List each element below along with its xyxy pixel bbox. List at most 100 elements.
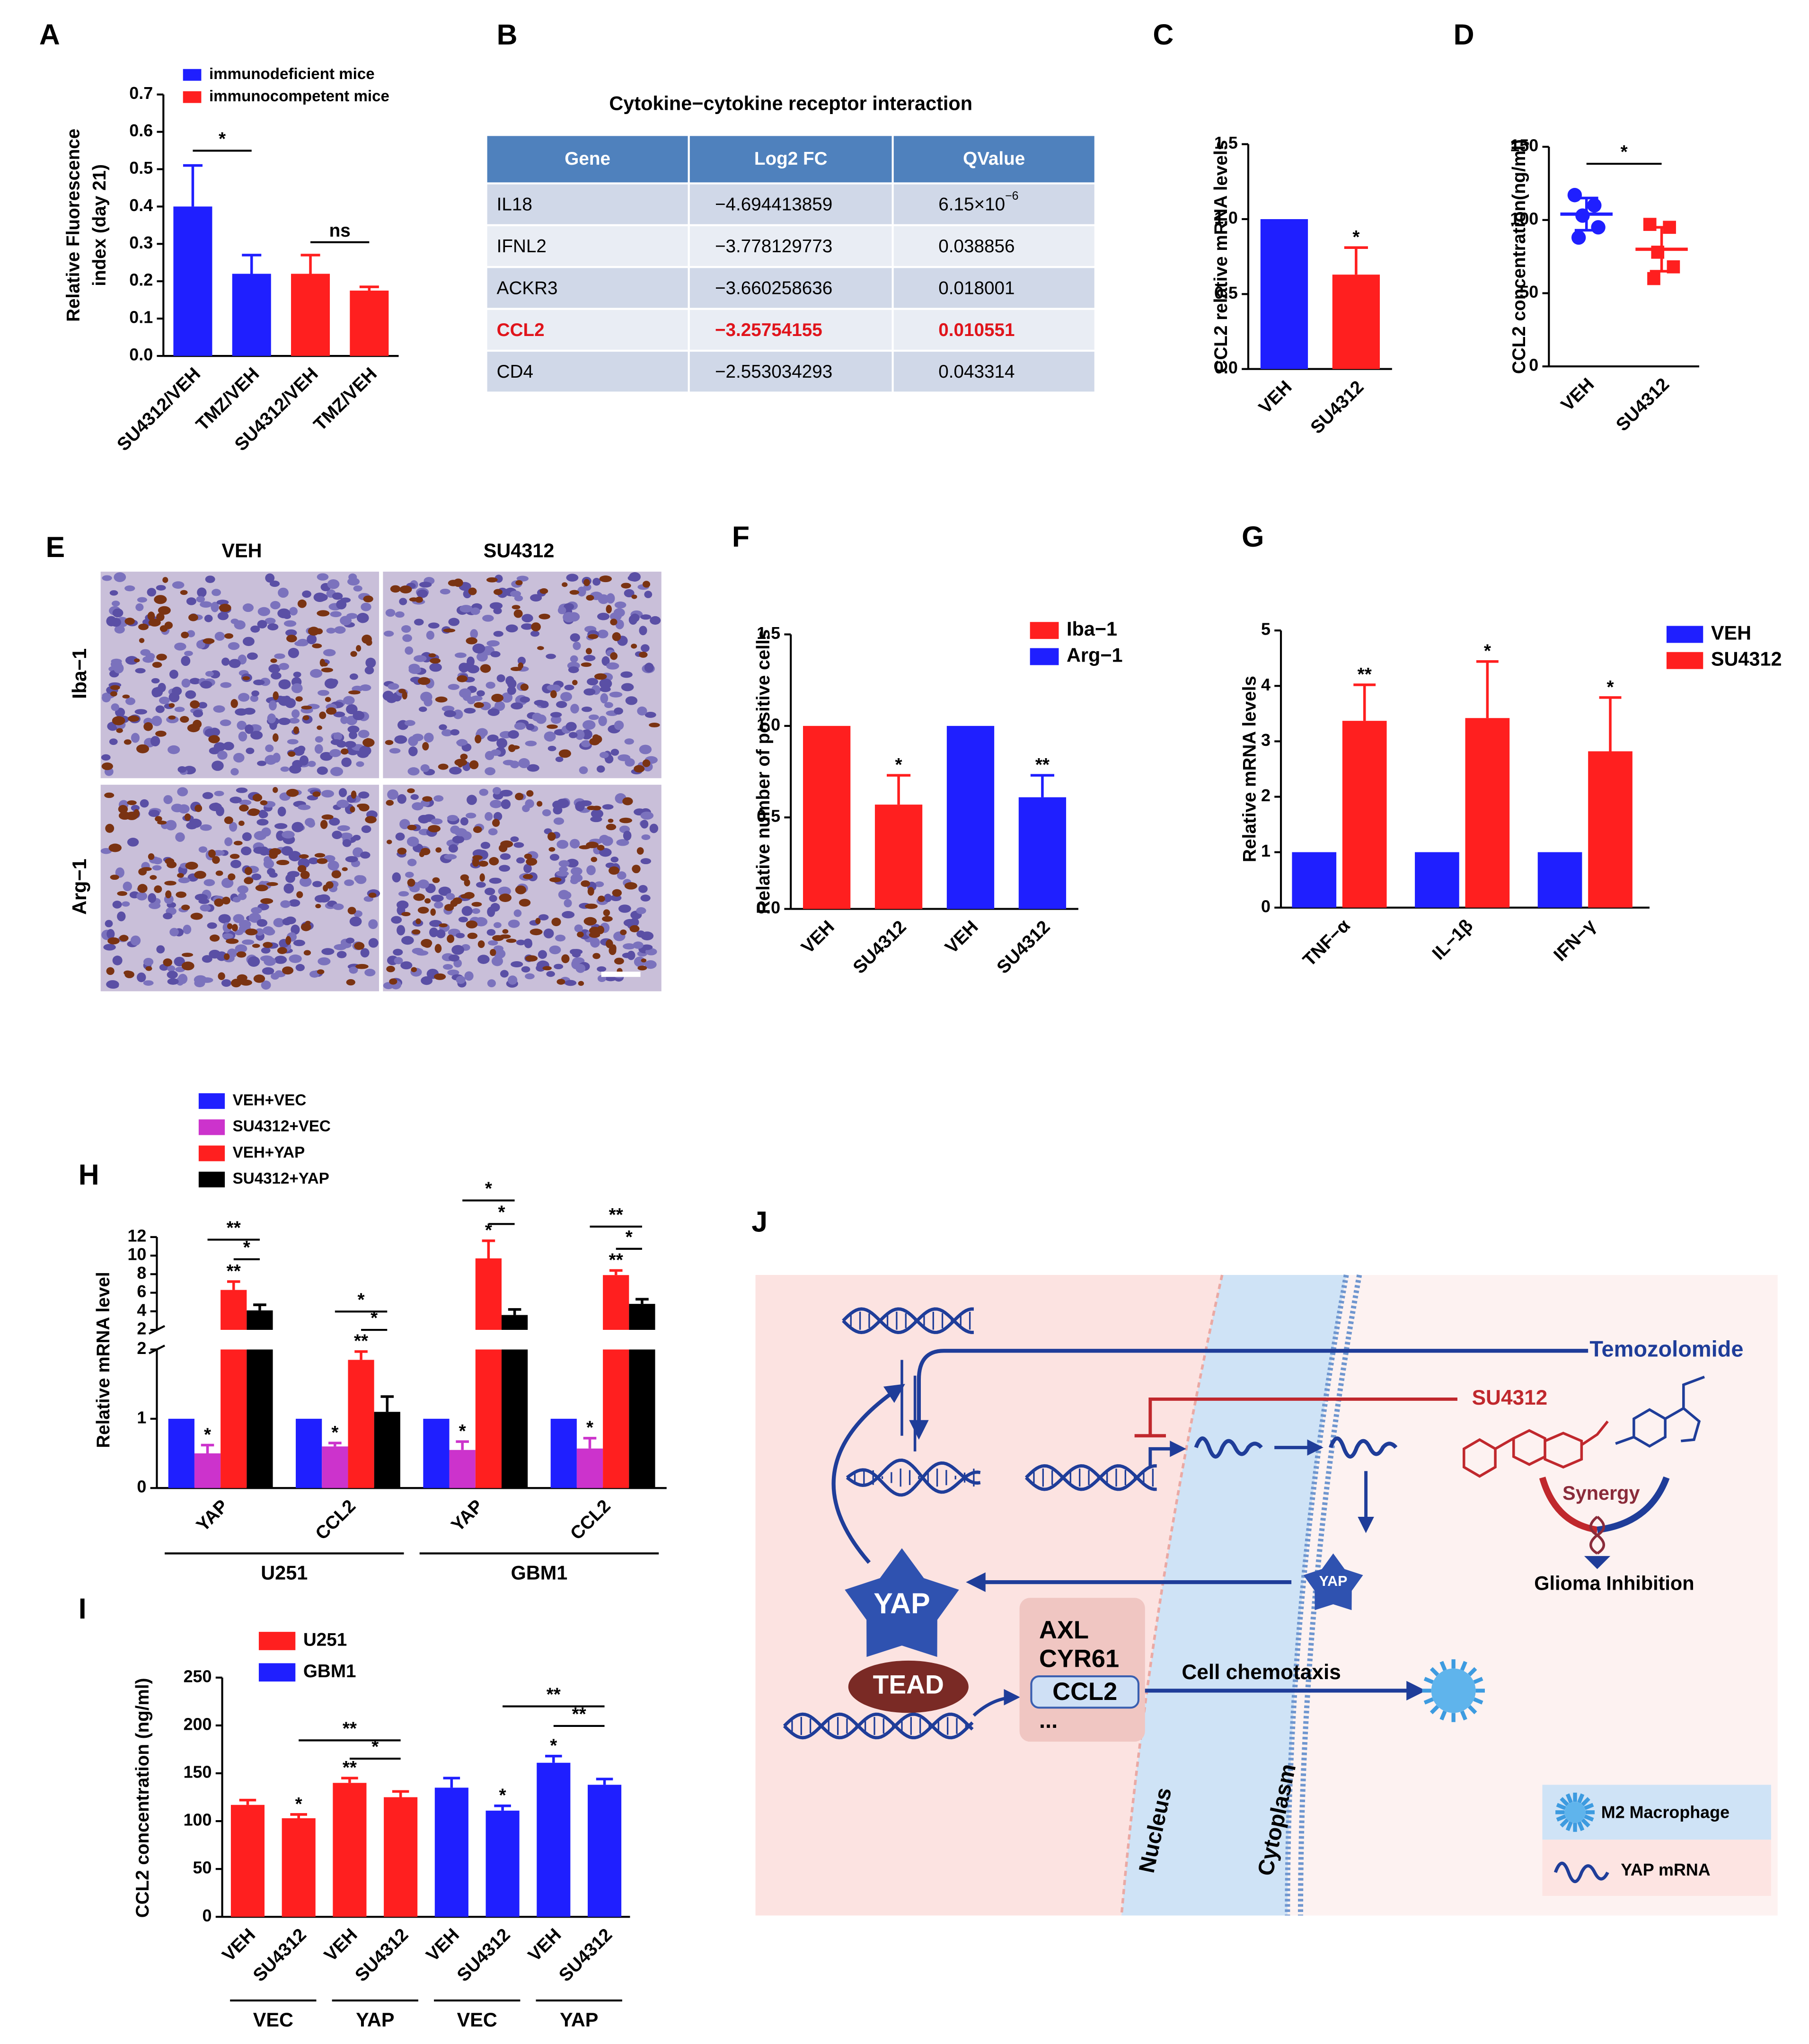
y-tick-label: 0 bbox=[1529, 356, 1538, 375]
dab-stain bbox=[300, 923, 311, 931]
nucleus-stain bbox=[550, 684, 561, 692]
chemotaxis-label: Cell chemotaxis bbox=[1182, 1661, 1341, 1684]
dna-strand bbox=[842, 1307, 974, 1334]
nucleus-stain bbox=[332, 831, 342, 840]
dab-stain bbox=[612, 889, 622, 897]
dab-stain bbox=[101, 762, 113, 770]
nucleus-stain bbox=[257, 761, 267, 766]
micrograph bbox=[383, 785, 662, 991]
bar bbox=[296, 1418, 322, 1488]
nucleus-stain bbox=[256, 919, 268, 927]
nucleus-stain bbox=[168, 745, 180, 754]
dna-strand bbox=[846, 1461, 981, 1497]
nucleus-stain bbox=[127, 838, 139, 847]
dab-stain bbox=[621, 583, 631, 589]
nucleus-stain bbox=[205, 575, 215, 583]
table-title: Cytokine−cytokine receptor interaction bbox=[609, 92, 972, 115]
nucleus-stain bbox=[420, 764, 430, 772]
dab-stain bbox=[435, 696, 448, 703]
nucleus-stain bbox=[341, 757, 352, 767]
nucleus-stain bbox=[639, 626, 647, 636]
significance: * bbox=[1352, 227, 1359, 248]
nucleus-stain bbox=[546, 654, 556, 659]
nucleus-stain bbox=[477, 955, 490, 964]
nucleus-stain bbox=[251, 690, 259, 697]
nucleus-stain bbox=[277, 806, 286, 817]
dab-stain bbox=[363, 595, 373, 602]
error-bar bbox=[1030, 774, 1054, 797]
point bbox=[1587, 198, 1602, 213]
dab-stain bbox=[460, 753, 468, 760]
group-label: YAP bbox=[356, 2009, 394, 2031]
dab-stain bbox=[538, 613, 550, 619]
table-cell bbox=[688, 224, 894, 268]
dab-stain bbox=[224, 953, 230, 960]
nucleus-stain bbox=[487, 708, 500, 716]
error-bar bbox=[300, 254, 320, 274]
nucleus-stain bbox=[588, 714, 599, 720]
nucleus-stain bbox=[577, 586, 586, 597]
dab-stain bbox=[226, 938, 239, 944]
nucleus-stain bbox=[184, 651, 193, 656]
nucleus-stain bbox=[238, 731, 247, 742]
nucleus-stain bbox=[222, 933, 234, 939]
nucleus-stain bbox=[153, 857, 162, 865]
nucleus-stain bbox=[489, 894, 497, 903]
panel-label: H bbox=[79, 1159, 99, 1191]
macrophage bbox=[1422, 1659, 1485, 1722]
dab-stain bbox=[242, 676, 250, 681]
nucleus-stain bbox=[562, 891, 572, 900]
dab-stain bbox=[165, 890, 172, 899]
y-tick-label: 200 bbox=[184, 1715, 212, 1734]
nucleus-stain bbox=[233, 914, 245, 923]
nucleus-stain bbox=[186, 597, 196, 605]
nucleus-stain bbox=[357, 750, 369, 758]
nucleus-stain bbox=[103, 944, 116, 951]
dab-stain bbox=[515, 885, 527, 894]
nucleus-stain bbox=[356, 761, 364, 767]
nucleus-stain bbox=[507, 975, 518, 985]
dab-stain bbox=[293, 726, 299, 734]
nucleus-stain bbox=[236, 788, 248, 793]
dab-stain bbox=[308, 627, 320, 636]
dab-stain bbox=[143, 722, 153, 731]
x-tick-label: VEH bbox=[797, 917, 838, 958]
macrophage-spikes bbox=[1422, 1659, 1485, 1722]
nucleus-stain bbox=[543, 928, 554, 938]
nucleus-stain bbox=[147, 588, 157, 597]
nucleus-stain bbox=[221, 657, 230, 666]
nucleus-stain bbox=[530, 630, 540, 637]
nucleus-stain bbox=[288, 647, 300, 658]
nucleus-stain bbox=[264, 957, 276, 966]
error-bar bbox=[380, 1395, 394, 1412]
nucleus-stain bbox=[407, 767, 420, 776]
nucleus-stain bbox=[405, 646, 414, 655]
dab-stain bbox=[490, 949, 496, 956]
nucleus-stain bbox=[299, 876, 312, 887]
nucleus-stain bbox=[604, 894, 612, 903]
dab-stain bbox=[118, 805, 128, 814]
nucleus-stain bbox=[312, 881, 322, 887]
dab-stain bbox=[105, 823, 115, 833]
dab-stain bbox=[286, 788, 299, 797]
error-bar bbox=[443, 1777, 460, 1788]
nucleus-stain bbox=[447, 815, 459, 822]
nucleus-stain bbox=[169, 670, 178, 679]
error-bar bbox=[359, 285, 379, 291]
dab-stain bbox=[286, 635, 297, 643]
dab-stain bbox=[466, 637, 477, 645]
dab-stain bbox=[245, 929, 258, 936]
nucleus-stain bbox=[514, 722, 526, 730]
nucleus-stain bbox=[321, 790, 335, 798]
tmz-structure bbox=[1615, 1375, 1705, 1448]
dab-stain bbox=[535, 918, 541, 924]
nucleus-stain bbox=[641, 944, 653, 950]
header-cell bbox=[485, 134, 690, 185]
nucleus-stain bbox=[243, 708, 256, 715]
point bbox=[1571, 230, 1586, 245]
mrna-icon bbox=[1553, 1861, 1609, 1884]
drug-label: Temozolomide bbox=[1589, 1336, 1743, 1362]
dab-stain bbox=[531, 622, 541, 632]
nucleus-stain bbox=[251, 873, 262, 880]
